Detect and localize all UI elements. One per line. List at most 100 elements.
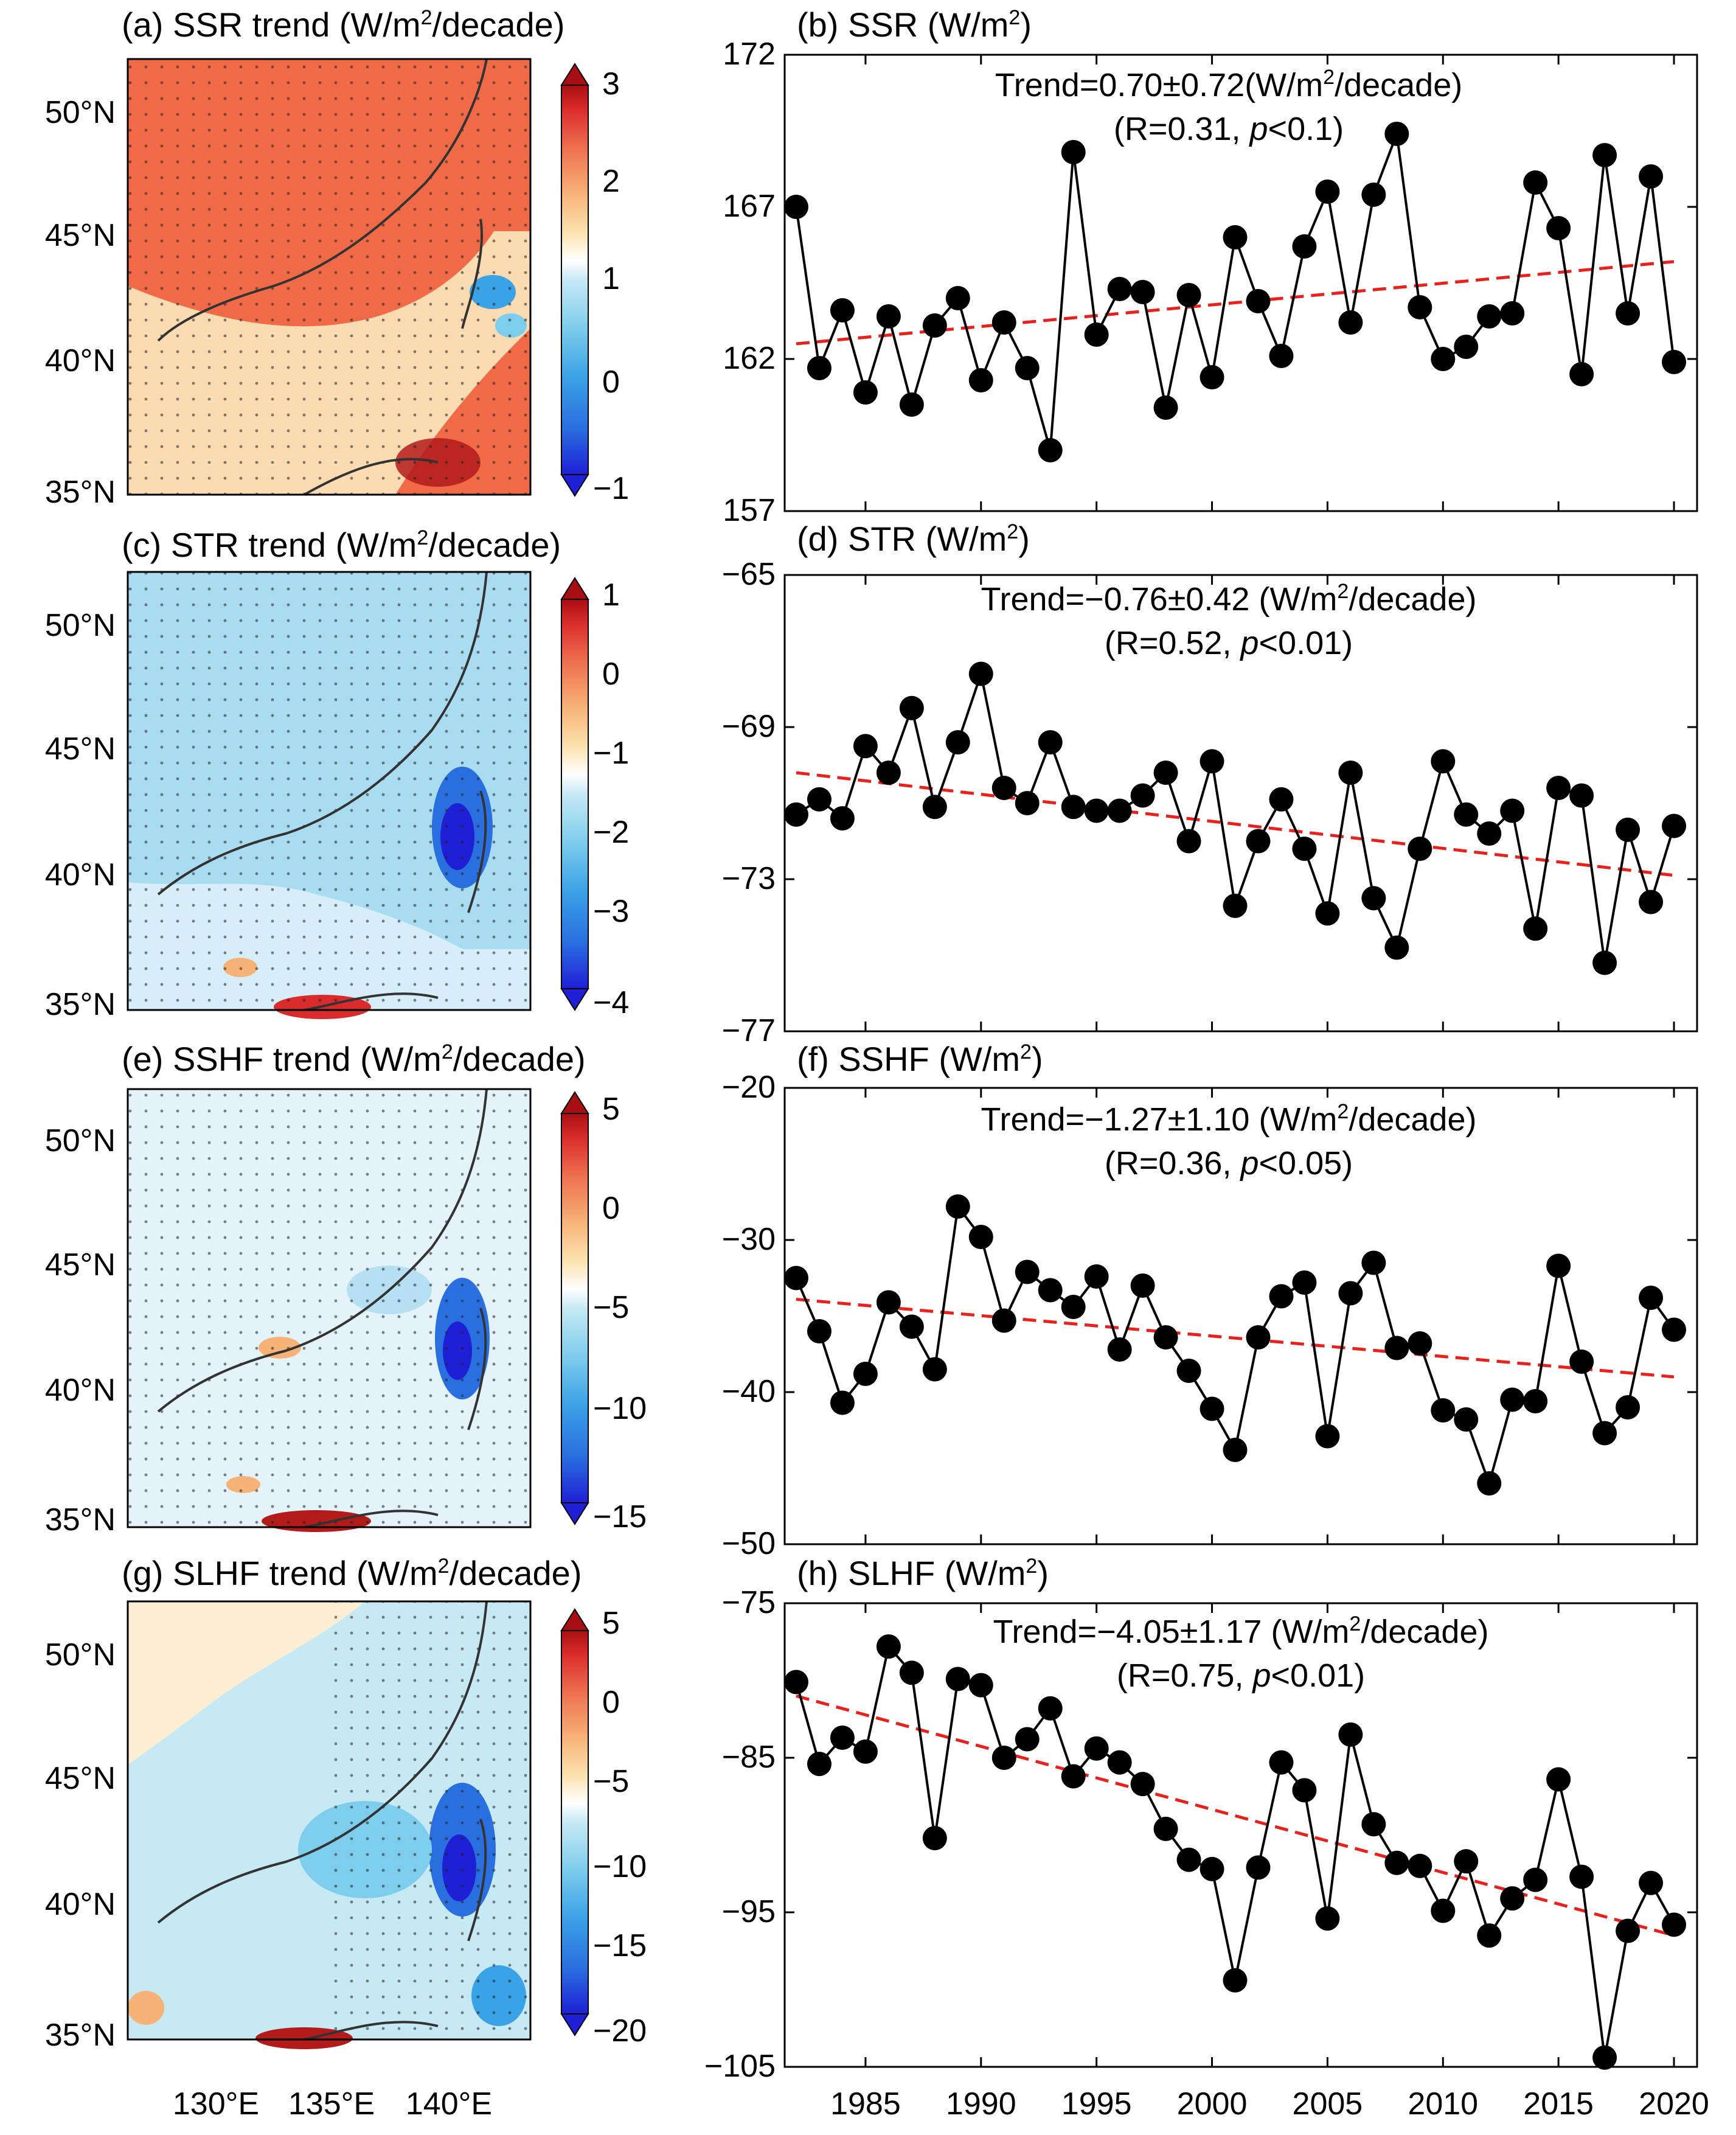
data-point bbox=[1639, 890, 1664, 914]
data-point bbox=[1153, 395, 1178, 420]
map-e bbox=[127, 1088, 532, 1532]
data-point bbox=[922, 313, 947, 338]
data-point bbox=[899, 392, 924, 417]
lat-tick: 45°N bbox=[45, 1247, 116, 1283]
y-tick: −95 bbox=[722, 1894, 776, 1929]
data-point bbox=[1246, 1855, 1271, 1880]
map-title-c: (c) STR trend (W/m2/decade) bbox=[122, 526, 561, 564]
plot-frame bbox=[783, 1602, 1698, 2068]
colorbar-tick: −3 bbox=[593, 894, 629, 929]
data-point bbox=[1408, 1331, 1432, 1356]
data-point bbox=[1338, 1281, 1363, 1306]
series-title-h: (h) SLHF (W/m2) bbox=[797, 1554, 1049, 1592]
map-land-warm bbox=[128, 1601, 365, 1764]
data-point bbox=[1546, 776, 1571, 800]
data-point bbox=[1477, 821, 1502, 846]
y-tick: −85 bbox=[722, 1740, 776, 1775]
data-point bbox=[876, 304, 901, 329]
colorbar-body bbox=[561, 1630, 589, 2015]
lon-tick: 130°E bbox=[173, 2086, 259, 2122]
data-point bbox=[1153, 1816, 1178, 1841]
lat-tick: 35°N bbox=[45, 475, 116, 510]
data-point bbox=[1616, 817, 1641, 842]
data-point bbox=[783, 1670, 808, 1694]
data-point bbox=[1361, 1812, 1386, 1837]
panel-row-3: (e) SSHF trend (W/m2/decade) 50°N 45°N 4… bbox=[45, 1040, 1698, 1561]
colorbar-tick: −4 bbox=[593, 985, 629, 1020]
colorbar-tick: −5 bbox=[593, 1764, 629, 1799]
data-point bbox=[968, 661, 993, 686]
data-point bbox=[1592, 950, 1617, 975]
colorbar-g: 5 0 −5 −10 −15 −20 bbox=[560, 1606, 647, 2049]
map-stipple bbox=[328, 1601, 530, 2039]
x-tick-label: 2020 bbox=[1639, 2086, 1709, 2122]
data-point bbox=[1153, 1325, 1178, 1350]
lat-tick: 45°N bbox=[45, 1761, 116, 1796]
colorbar-tick: −10 bbox=[593, 1849, 647, 1884]
series-title-b: (b) SSR (W/m2) bbox=[797, 5, 1032, 44]
data-point bbox=[1292, 1270, 1317, 1295]
data-point bbox=[1338, 761, 1363, 785]
map-stipple bbox=[128, 59, 530, 495]
colorbar-tick: −10 bbox=[593, 1391, 647, 1426]
data-point bbox=[1384, 935, 1409, 960]
stats-annotation-f: (R=0.36, p<0.05) bbox=[1105, 1145, 1353, 1182]
panel-row-2: (c) STR trend (W/m2/decade) 50°N 45°N 40… bbox=[45, 520, 1698, 1048]
data-point bbox=[991, 1746, 1016, 1770]
panel-row-4: (g) SLHF trend (W/m2/decade) 50°N 45°N 4… bbox=[45, 1554, 1698, 2084]
data-point bbox=[1269, 787, 1294, 812]
data-point bbox=[1130, 1273, 1155, 1298]
series-title-f: (f) SSHF (W/m2) bbox=[797, 1040, 1043, 1078]
x-tick-label: 1990 bbox=[946, 2086, 1016, 2122]
map-g bbox=[127, 1600, 532, 2049]
data-point bbox=[1084, 322, 1109, 347]
plot-frame bbox=[783, 54, 1698, 512]
data-point bbox=[1130, 783, 1155, 808]
data-point bbox=[1592, 2045, 1617, 2070]
data-point bbox=[1500, 301, 1525, 326]
data-point bbox=[945, 1194, 970, 1219]
data-point bbox=[807, 1752, 832, 1777]
map-lat-ticks: 50°N 45°N 40°N 35°N bbox=[45, 608, 116, 1022]
trend-annotation-f: Trend=−1.27±1.10 (W/m2/decade) bbox=[981, 1100, 1477, 1138]
data-point bbox=[1477, 1923, 1502, 1948]
data-point bbox=[1569, 1350, 1594, 1374]
map-lon-ticks: 130°E 135°E 140°E bbox=[173, 2086, 492, 2122]
data-point bbox=[1662, 813, 1687, 838]
data-point bbox=[1454, 1849, 1479, 1874]
coastline bbox=[157, 571, 488, 1011]
data-point bbox=[991, 310, 1016, 335]
lat-tick: 50°N bbox=[45, 1637, 116, 1673]
data-point bbox=[1569, 362, 1594, 386]
data-point bbox=[945, 286, 970, 310]
data-point bbox=[1084, 1736, 1109, 1761]
colorbar-e: 5 0 −5 −10 −15 bbox=[560, 1091, 647, 1534]
data-point bbox=[1500, 1886, 1525, 1911]
data-point bbox=[1200, 1396, 1224, 1421]
x-tick-label: 2015 bbox=[1523, 2086, 1594, 2122]
panel-row-1: (a) SSR trend (W/m2/decade) 50°N 45°N 40… bbox=[45, 5, 1698, 528]
colorbar-extend-top bbox=[560, 1608, 589, 1631]
lat-tick: 50°N bbox=[45, 95, 116, 130]
data-point bbox=[1015, 1727, 1040, 1752]
data-point bbox=[945, 1667, 970, 1691]
data-point bbox=[922, 1357, 947, 1382]
data-point bbox=[1200, 1856, 1224, 1881]
y-tick: −65 bbox=[722, 557, 776, 592]
colorbar-tick: 0 bbox=[602, 1685, 620, 1720]
map-a bbox=[127, 58, 532, 496]
data-point bbox=[1431, 347, 1456, 371]
colorbar-tick: 5 bbox=[602, 1092, 620, 1127]
y-tick: −77 bbox=[722, 1013, 776, 1048]
data-point bbox=[1061, 1764, 1086, 1789]
colorbar-tick: −15 bbox=[593, 1928, 647, 1963]
data-point bbox=[1361, 1250, 1386, 1275]
data-point bbox=[1292, 1778, 1317, 1803]
data-point bbox=[991, 1308, 1016, 1333]
data-point bbox=[1246, 1325, 1271, 1350]
colorbar-tick: 0 bbox=[602, 657, 620, 692]
plot-frame bbox=[783, 574, 1698, 1033]
data-point bbox=[1061, 1295, 1086, 1319]
data-point bbox=[1431, 1898, 1456, 1923]
data-point bbox=[1662, 350, 1687, 374]
